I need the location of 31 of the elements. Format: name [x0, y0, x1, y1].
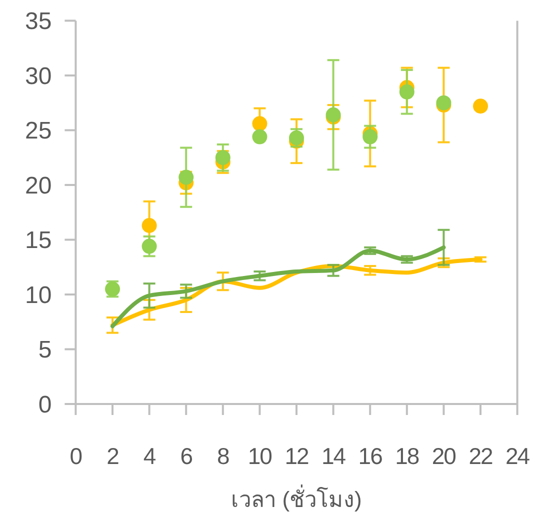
x-tick-label: 10	[248, 443, 272, 469]
x-tick-label: 16	[358, 443, 382, 469]
point	[142, 238, 157, 254]
y-tick-label: 25	[24, 118, 52, 145]
y-tick-label: 30	[24, 62, 52, 90]
x-tick-label: 14	[322, 443, 346, 469]
x-axis-title: เวลา (ชั่วโมง)	[231, 484, 362, 512]
point	[252, 116, 268, 132]
x-tick-label: 20	[432, 443, 456, 469]
x-tick-label: 22	[468, 443, 492, 469]
x-tick-label: 12	[284, 443, 308, 469]
point	[178, 170, 194, 185]
point	[473, 98, 488, 114]
y-tick-label: 0	[38, 391, 52, 418]
x-tick-label: 24	[506, 443, 530, 469]
x-tick-label: 18	[395, 443, 419, 469]
x-tick-label: 8	[217, 443, 229, 469]
point	[362, 129, 378, 144]
point	[399, 84, 414, 100]
y-tick-label: 10	[24, 282, 52, 309]
x-tick-label: 6	[180, 443, 192, 469]
point	[252, 129, 268, 144]
y-tick-label: 5	[38, 336, 52, 364]
x-tick-label: 0	[70, 443, 82, 469]
y-tick-label: 15	[24, 227, 52, 254]
y-tick-label: 20	[24, 172, 52, 200]
point	[142, 218, 157, 233]
x-tick-label: 4	[143, 443, 156, 469]
y-tick-label: 35	[24, 8, 52, 36]
point	[215, 150, 230, 166]
x-tick-label: 2	[106, 443, 119, 469]
